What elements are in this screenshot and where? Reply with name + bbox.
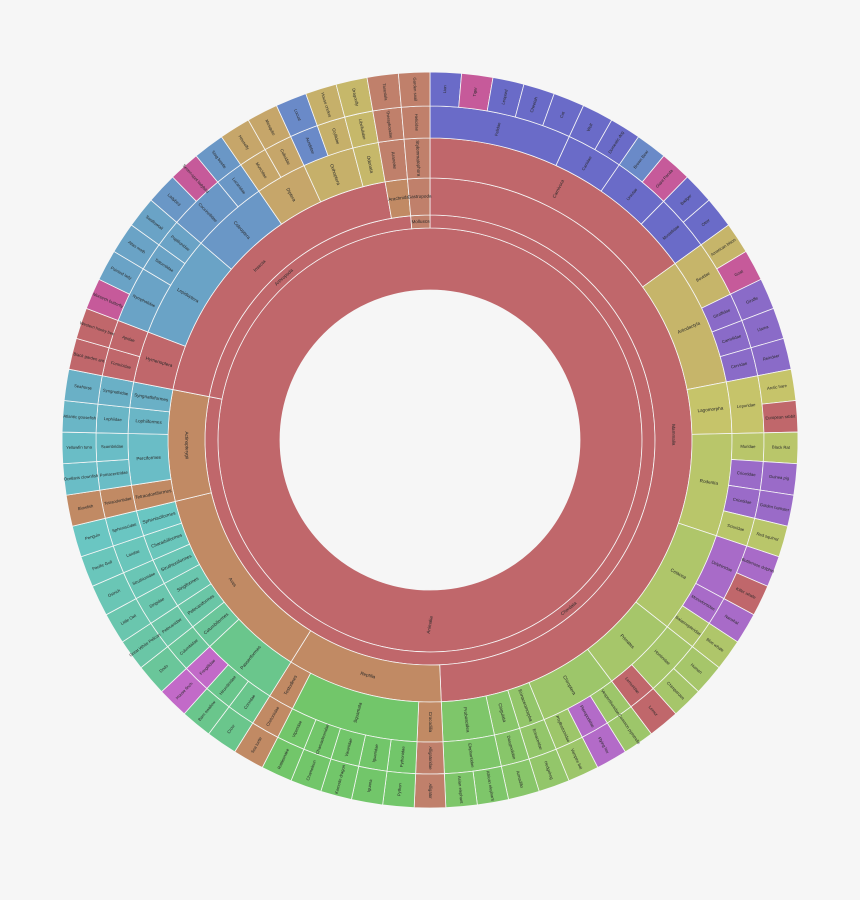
label-syngnathidae: Syngnathidae	[103, 388, 130, 397]
label-lion: Lion	[442, 85, 447, 94]
label-leopard: Leopard	[500, 88, 508, 105]
label-squamata: Squamata	[353, 701, 363, 723]
label-stylommatophora: Stylommatophora	[415, 140, 422, 177]
label-laridae: Laridae	[125, 548, 140, 558]
label-golden-hamster: Golden hamster	[759, 502, 790, 513]
label-alligator: Alligator	[428, 783, 433, 799]
label-leporidae: Leporidae	[737, 402, 757, 409]
label-dasypodidae: Dasypodidae	[506, 735, 517, 761]
label-cingulata: Cingulata	[497, 703, 507, 723]
label-felidae: Felidae	[494, 121, 502, 136]
label-odonata: Odonata	[366, 155, 375, 174]
label-garden-snail: Garden snail	[412, 77, 418, 101]
label-arachnida: Arachnida	[388, 194, 410, 202]
label-helicidae: Helicidae	[414, 114, 420, 132]
label-rodentia: Rodentia	[699, 478, 718, 486]
label-aves: Aves	[228, 577, 238, 589]
label-wolf: Wolf	[586, 122, 595, 132]
label-pythonidae: Pythonidae	[399, 745, 406, 767]
label-lophiidae: Lophiidae	[103, 416, 122, 422]
label-tetraodontidae: Tetraodontidae	[104, 496, 133, 506]
label-giraffe: Giraffe	[745, 295, 759, 305]
label-scombridae: Scombridae	[101, 444, 124, 449]
label-animalia: Animalia	[426, 615, 434, 634]
segment-animalia[interactable]	[217, 227, 643, 653]
label-reptilia: Reptilia	[360, 671, 377, 680]
label-arctic-hare: Arctic hare	[767, 383, 788, 391]
label-iguana: Iguana	[366, 778, 373, 792]
label-mollusca: Mollusca	[411, 219, 430, 225]
label-llama: Llama	[757, 324, 770, 333]
label-perciformes: Perciformes	[136, 455, 161, 462]
label-goat: Goat	[734, 268, 745, 277]
label-lophiiformes: Lophiiformes	[135, 418, 162, 425]
label-asian-elephant: Asian elephant	[457, 776, 464, 805]
sunburst-segments	[61, 71, 799, 809]
label-cheetah: Cheetah	[529, 96, 539, 113]
label-blowfish: Blowfish	[77, 503, 94, 511]
label-mammalia: Mammalia	[671, 424, 676, 446]
label-muridae: Muridae	[740, 444, 756, 449]
label-varanidae: Varanidae	[344, 737, 354, 757]
label-atlantic-goosefish: Atlantic goosefish	[63, 413, 97, 420]
label-crow: Crow	[226, 723, 236, 735]
label-red-squirrel: Red squirrel	[756, 531, 779, 542]
label-iguanidae: Iguanidae	[371, 743, 379, 763]
label-theraphosidae: Theraphosidae	[385, 110, 394, 139]
label-spheniscidae: Spheniscidae	[112, 521, 138, 533]
label-locust: Locust	[293, 108, 303, 122]
label-seahorse: Seahorse	[74, 383, 93, 391]
label-pomacentridae: Pomacentridae	[99, 470, 128, 478]
label-yellowfin-tuna: Yellowfin tuna	[66, 444, 92, 450]
label-proboscidea: Proboscidea	[462, 707, 470, 733]
label-libellulidae: Libellulidae	[358, 118, 367, 140]
label-araneae: Araneae	[390, 151, 397, 169]
label-dodo: Dodo	[158, 663, 169, 674]
label-african-elephant: African elephant	[485, 770, 495, 801]
label-cervidae: Cervidae	[730, 360, 748, 369]
label-lagomorpha: Lagomorpha	[697, 405, 724, 413]
label-tiger: Tiger	[472, 86, 478, 97]
label-guinea-pig: Guinea pig	[769, 474, 790, 481]
label-syngnathiformes: Syngnathiformes	[134, 392, 170, 402]
label-elephantidae: Elephantidae	[467, 743, 475, 769]
label-acrididae: Acrididae	[305, 136, 316, 155]
label-otter: Otter	[700, 217, 711, 227]
label-gastropoda: Gastropoda	[407, 193, 432, 199]
label-gryllidae: Gryllidae	[331, 128, 341, 146]
label-cricetidae: Cricetidae	[737, 470, 757, 477]
label-penguin: Penguin	[84, 532, 101, 541]
label-formicidae: Formicidae	[110, 360, 132, 370]
label-hedgehog: Hedgehog	[543, 760, 554, 781]
label-lemur: Lemur	[648, 705, 660, 718]
label-dragonfly: Dragonfly	[351, 88, 360, 107]
label-sciuridae: Sciuridae	[727, 523, 746, 533]
label-cricetidae: Cricetidae	[732, 497, 752, 506]
label-cat: Cat	[559, 110, 566, 119]
label-actinopterygii: Actinopterygii	[184, 431, 190, 459]
label-reindeer: Reindeer	[762, 353, 780, 362]
label-camelidae: Camelidae	[721, 333, 742, 344]
segment-garden-snail[interactable]	[397, 71, 431, 108]
label-python: Python	[396, 782, 402, 796]
label-alligatoridae: Alligatoridae	[428, 746, 433, 770]
label-armadillo: Armadillo	[515, 770, 524, 789]
label-black-rat: Black Rat	[772, 445, 791, 450]
label-ocellaris-clownfish: Ocellaris clownfish	[63, 473, 99, 482]
label-diptera: Diptera	[285, 187, 297, 203]
label-apidae: Apidae	[122, 334, 137, 343]
label-ostrich: Ostrich	[107, 588, 122, 599]
label-crocodilia: Crocodilia	[428, 712, 433, 733]
label-tarantula: Tarantula	[382, 83, 389, 101]
label-european-rabbit: European rabbit	[765, 414, 796, 421]
